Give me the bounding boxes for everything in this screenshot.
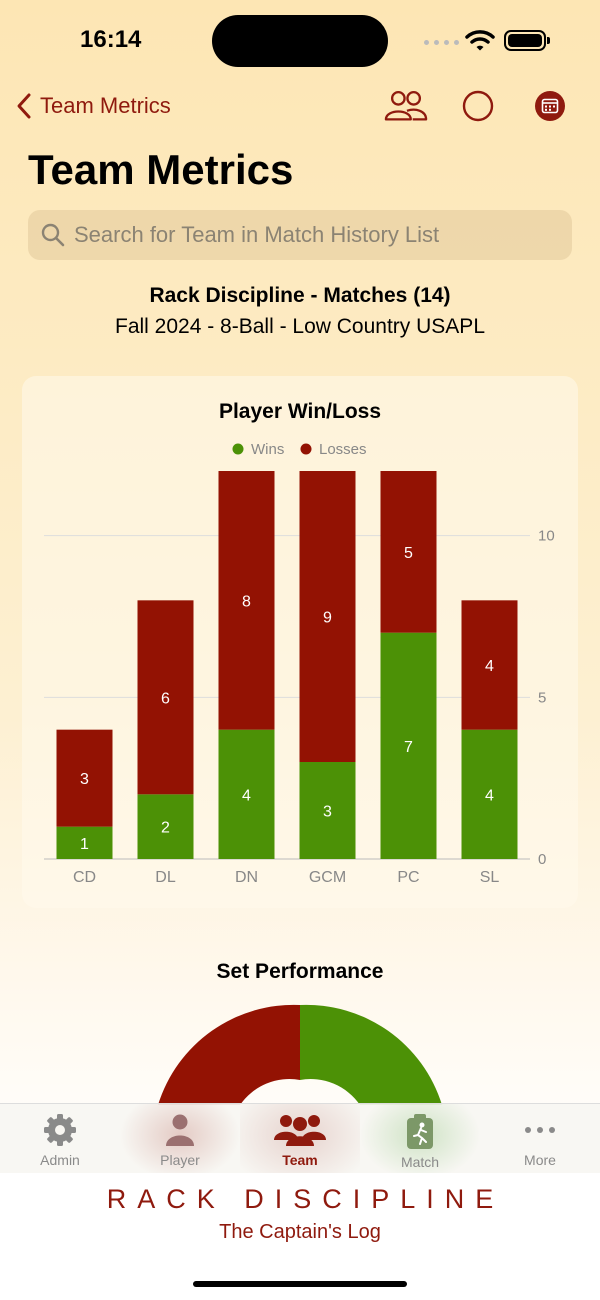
x-tick-label: DN xyxy=(235,869,258,886)
season-info: Fall 2024 - 8-Ball - Low Country USAPL xyxy=(115,315,485,338)
tab-player-label: Player xyxy=(160,1152,200,1168)
bar-losses-pc xyxy=(380,471,437,633)
donut-losses-segment xyxy=(158,1004,300,1105)
bar-value-label: 5 xyxy=(404,545,413,562)
y-tick-label: 0 xyxy=(538,851,546,868)
win-loss-chart-card: Player Win/Loss 0 5 10 Wins Losses 1 3 CD 2 6 DL 4 8… xyxy=(22,376,578,908)
bar-wins-pc xyxy=(380,632,437,859)
group-icon xyxy=(274,1115,326,1146)
bar-wins-cd xyxy=(56,826,113,859)
bar-value-label: 1 xyxy=(80,836,89,853)
tab-match[interactable]: Match xyxy=(360,1104,480,1173)
search-input[interactable] xyxy=(74,222,554,248)
bar-value-label: 3 xyxy=(323,804,332,821)
bar-losses-dl xyxy=(137,600,194,795)
team-name: Rack Discipline - Matches (14) xyxy=(149,284,451,307)
team-members-button[interactable] xyxy=(384,86,428,126)
tab-player[interactable]: Player xyxy=(120,1104,240,1173)
bar-value-label: 2 xyxy=(161,820,170,837)
tab-more-label: More xyxy=(524,1152,556,1168)
status-bar: 16:14 xyxy=(0,0,600,80)
calendar-button[interactable] xyxy=(528,86,572,126)
ellipsis-icon xyxy=(525,1127,555,1133)
bar-losses-dn xyxy=(218,471,275,730)
bar-value-label: 3 xyxy=(80,771,89,788)
x-tick-label: PC xyxy=(397,869,419,886)
x-tick-label: GCM xyxy=(309,869,346,886)
chart-title: Player Win/Loss xyxy=(218,400,382,423)
bar-wins-dl xyxy=(137,794,194,859)
home-indicator xyxy=(193,1281,407,1287)
circle-icon xyxy=(462,90,494,122)
brand-tagline: The Captain's Log xyxy=(219,1221,381,1243)
x-tick-label: CD xyxy=(73,869,96,886)
bar-value-label: 4 xyxy=(485,658,494,675)
tab-admin[interactable]: Admin xyxy=(0,1104,120,1173)
search-bar[interactable] xyxy=(28,210,572,260)
y-tick-label: 10 xyxy=(538,528,555,545)
legend-swatch xyxy=(232,443,244,455)
back-label: Team Metrics xyxy=(40,93,171,118)
cellular-signal-icon xyxy=(424,40,459,45)
page-title: Team Metrics xyxy=(28,146,294,193)
bar-wins-gcm xyxy=(299,762,356,859)
tab-more[interactable]: More xyxy=(480,1104,600,1173)
bar-value-label: 8 xyxy=(242,593,251,610)
circle-button[interactable] xyxy=(456,86,500,126)
bar-wins-sl xyxy=(461,729,518,859)
dynamic-island xyxy=(212,15,388,67)
bar-value-label: 6 xyxy=(161,690,170,707)
bar-losses-gcm xyxy=(299,471,356,762)
win-loss-chart: 0 5 10 Wins Losses 1 3 CD 2 6 DL 4 8 DN 3 9 GCM 7 5 PC 4 4 SL xyxy=(44,441,555,886)
y-tick-label: 5 xyxy=(538,689,546,706)
gear-icon xyxy=(44,1114,76,1146)
search-icon xyxy=(41,223,65,247)
battery-icon xyxy=(504,30,550,51)
tab-match-label: Match xyxy=(400,1154,440,1170)
match-icon xyxy=(407,1114,433,1149)
tab-team[interactable]: Team xyxy=(240,1104,360,1173)
bar-losses-cd xyxy=(56,729,113,827)
legend-swatch xyxy=(300,443,312,455)
brand-logo-text: RACK DISCIPLINE xyxy=(106,1184,505,1214)
set-performance-title: Set Performance xyxy=(216,960,384,983)
calendar-icon xyxy=(535,91,565,121)
x-tick-label: SL xyxy=(480,869,500,886)
status-time: 16:14 xyxy=(80,26,142,53)
tab-bar: Admin Player Team Match More xyxy=(0,1103,600,1173)
bar-wins-dn xyxy=(218,729,275,859)
tab-admin-label: Admin xyxy=(40,1152,80,1168)
person-icon xyxy=(166,1114,194,1146)
wifi-icon xyxy=(465,30,495,51)
bar-value-label: 9 xyxy=(323,610,332,627)
legend-label: Losses xyxy=(319,441,367,458)
nav-actions xyxy=(384,86,572,126)
chevron-left-icon xyxy=(17,93,31,119)
x-tick-label: DL xyxy=(155,869,176,886)
bar-losses-sl xyxy=(461,600,518,730)
back-button[interactable]: Team Metrics xyxy=(16,88,171,124)
set-performance-donut xyxy=(158,1004,442,1105)
bar-value-label: 4 xyxy=(485,787,494,804)
legend-label: Wins xyxy=(251,441,284,458)
people-icon xyxy=(384,90,428,121)
tab-team-label: Team xyxy=(282,1152,318,1168)
donut-wins-segment xyxy=(300,1004,442,1105)
bar-value-label: 4 xyxy=(242,787,251,804)
bar-value-label: 7 xyxy=(404,739,413,756)
